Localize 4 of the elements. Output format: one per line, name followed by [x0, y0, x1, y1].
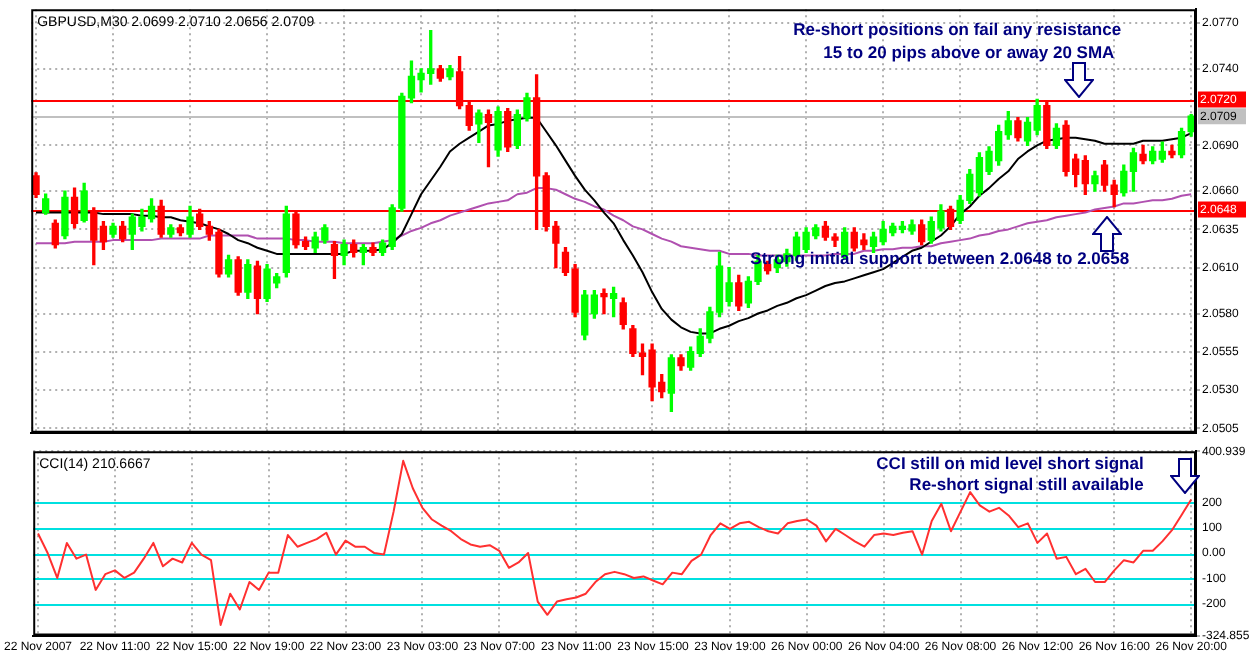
- annotation: Re-short signal still available: [909, 474, 1145, 494]
- annotation: CCI still on mid level short signal: [876, 452, 1144, 473]
- annotation: 15 to 20 pips above or away 20 SMA: [823, 42, 1115, 63]
- annotation: Re-short positions on fail any resistance: [793, 19, 1122, 40]
